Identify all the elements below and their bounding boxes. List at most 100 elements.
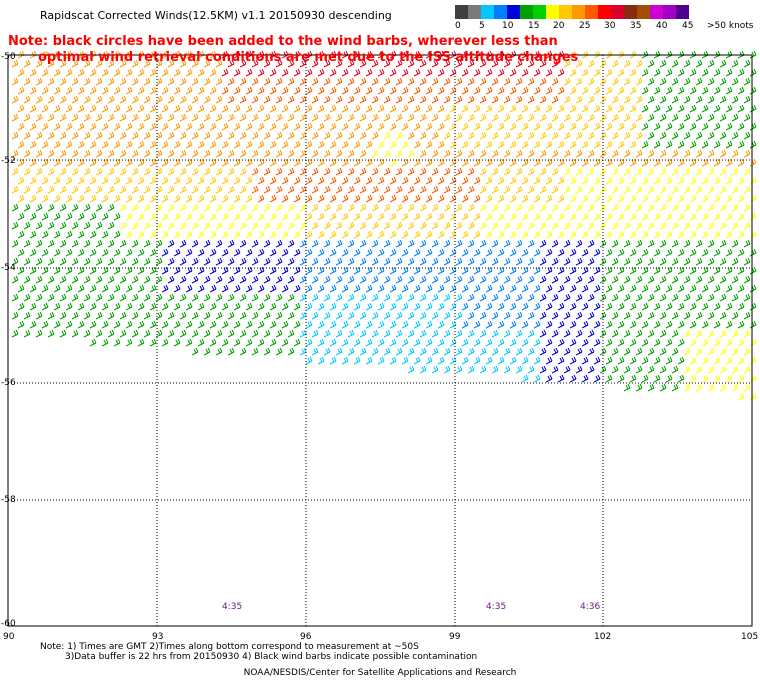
wind-barb xyxy=(605,68,613,77)
wind-barb xyxy=(275,275,283,284)
wind-barb xyxy=(17,176,25,185)
wind-barb-field xyxy=(11,50,757,401)
wind-barb xyxy=(437,122,445,131)
wind-barb xyxy=(395,239,403,248)
wind-barb xyxy=(617,356,625,365)
wind-barb xyxy=(47,131,55,140)
wind-barb xyxy=(533,68,541,77)
wind-barb xyxy=(533,320,541,329)
wind-barb xyxy=(749,248,757,257)
wind-barb xyxy=(437,104,445,113)
wind-barb xyxy=(695,95,703,104)
wind-barb xyxy=(701,158,709,167)
wind-barb xyxy=(497,266,505,275)
wind-barb xyxy=(749,68,757,77)
wind-barb xyxy=(413,140,421,149)
wind-barb xyxy=(275,311,283,320)
wind-barb xyxy=(149,140,157,149)
wind-barb xyxy=(245,338,253,347)
wind-barb xyxy=(251,257,259,266)
wind-barb xyxy=(83,131,91,140)
wind-barb xyxy=(71,167,79,176)
colorbar-swatch xyxy=(572,5,585,19)
wind-barb xyxy=(113,320,121,329)
wind-barb xyxy=(479,203,487,212)
wind-barb xyxy=(107,329,115,338)
wind-barb xyxy=(29,122,37,131)
wind-barb xyxy=(155,203,163,212)
wind-barb xyxy=(53,86,61,95)
wind-barb xyxy=(719,347,727,356)
wind-barb xyxy=(701,194,709,203)
wind-barb xyxy=(191,257,199,266)
wind-barb xyxy=(353,176,361,185)
wind-barb xyxy=(647,95,655,104)
wind-barb xyxy=(263,257,271,266)
wind-barb xyxy=(413,104,421,113)
wind-barb xyxy=(635,383,643,392)
wind-barb xyxy=(485,68,493,77)
wind-barb xyxy=(77,140,85,149)
wind-barb xyxy=(275,167,283,176)
wind-barb xyxy=(623,167,631,176)
wind-barb xyxy=(473,248,481,257)
wind-barb xyxy=(461,248,469,257)
wind-barb xyxy=(587,221,595,230)
wind-barb xyxy=(137,230,145,239)
wind-barb xyxy=(347,221,355,230)
wind-barb xyxy=(665,104,673,113)
wind-barb xyxy=(311,131,319,140)
wind-barb xyxy=(581,68,589,77)
colorbar-swatch xyxy=(520,5,533,19)
wind-barb xyxy=(473,320,481,329)
wind-barb xyxy=(647,59,655,68)
wind-barb xyxy=(707,275,715,284)
wind-barb xyxy=(353,302,361,311)
wind-barb xyxy=(95,77,103,86)
wind-barb xyxy=(263,95,271,104)
wind-barb xyxy=(623,185,631,194)
wind-barb xyxy=(653,122,661,131)
wind-barb xyxy=(551,221,559,230)
wind-barb xyxy=(377,248,385,257)
wind-barb xyxy=(401,194,409,203)
wind-barb xyxy=(401,176,409,185)
wind-barb xyxy=(155,131,163,140)
wind-barb xyxy=(203,113,211,122)
wind-barb xyxy=(269,248,277,257)
wind-barb xyxy=(71,59,79,68)
wind-barb xyxy=(575,221,583,230)
wind-barb xyxy=(401,122,409,131)
wind-barb xyxy=(533,356,541,365)
wind-barb xyxy=(707,365,715,374)
wind-barb xyxy=(65,284,73,293)
wind-barb xyxy=(563,167,571,176)
wind-barb xyxy=(473,68,481,77)
wind-barb xyxy=(347,185,355,194)
wind-barb xyxy=(143,59,151,68)
lon-label: 102 xyxy=(594,632,611,642)
wind-barb xyxy=(647,329,655,338)
wind-barb xyxy=(227,257,235,266)
wind-barb xyxy=(593,356,601,365)
wind-barb xyxy=(503,239,511,248)
wind-barb xyxy=(557,212,565,221)
wind-barb xyxy=(17,122,25,131)
wind-barb xyxy=(743,275,751,284)
wind-barb xyxy=(677,374,685,383)
wind-barb xyxy=(89,230,97,239)
wind-barb xyxy=(707,77,715,86)
wind-barb xyxy=(17,104,25,113)
wind-barb xyxy=(191,311,199,320)
wind-barb xyxy=(131,77,139,86)
wind-barb xyxy=(173,338,181,347)
wind-barb xyxy=(623,293,631,302)
wind-barb xyxy=(35,167,43,176)
wind-barb xyxy=(215,95,223,104)
wind-barb xyxy=(719,239,727,248)
wind-barb xyxy=(347,311,355,320)
wind-barb xyxy=(125,86,133,95)
wind-barb xyxy=(17,158,25,167)
wind-barb xyxy=(647,77,655,86)
colorbar-label: 40 xyxy=(656,21,668,31)
